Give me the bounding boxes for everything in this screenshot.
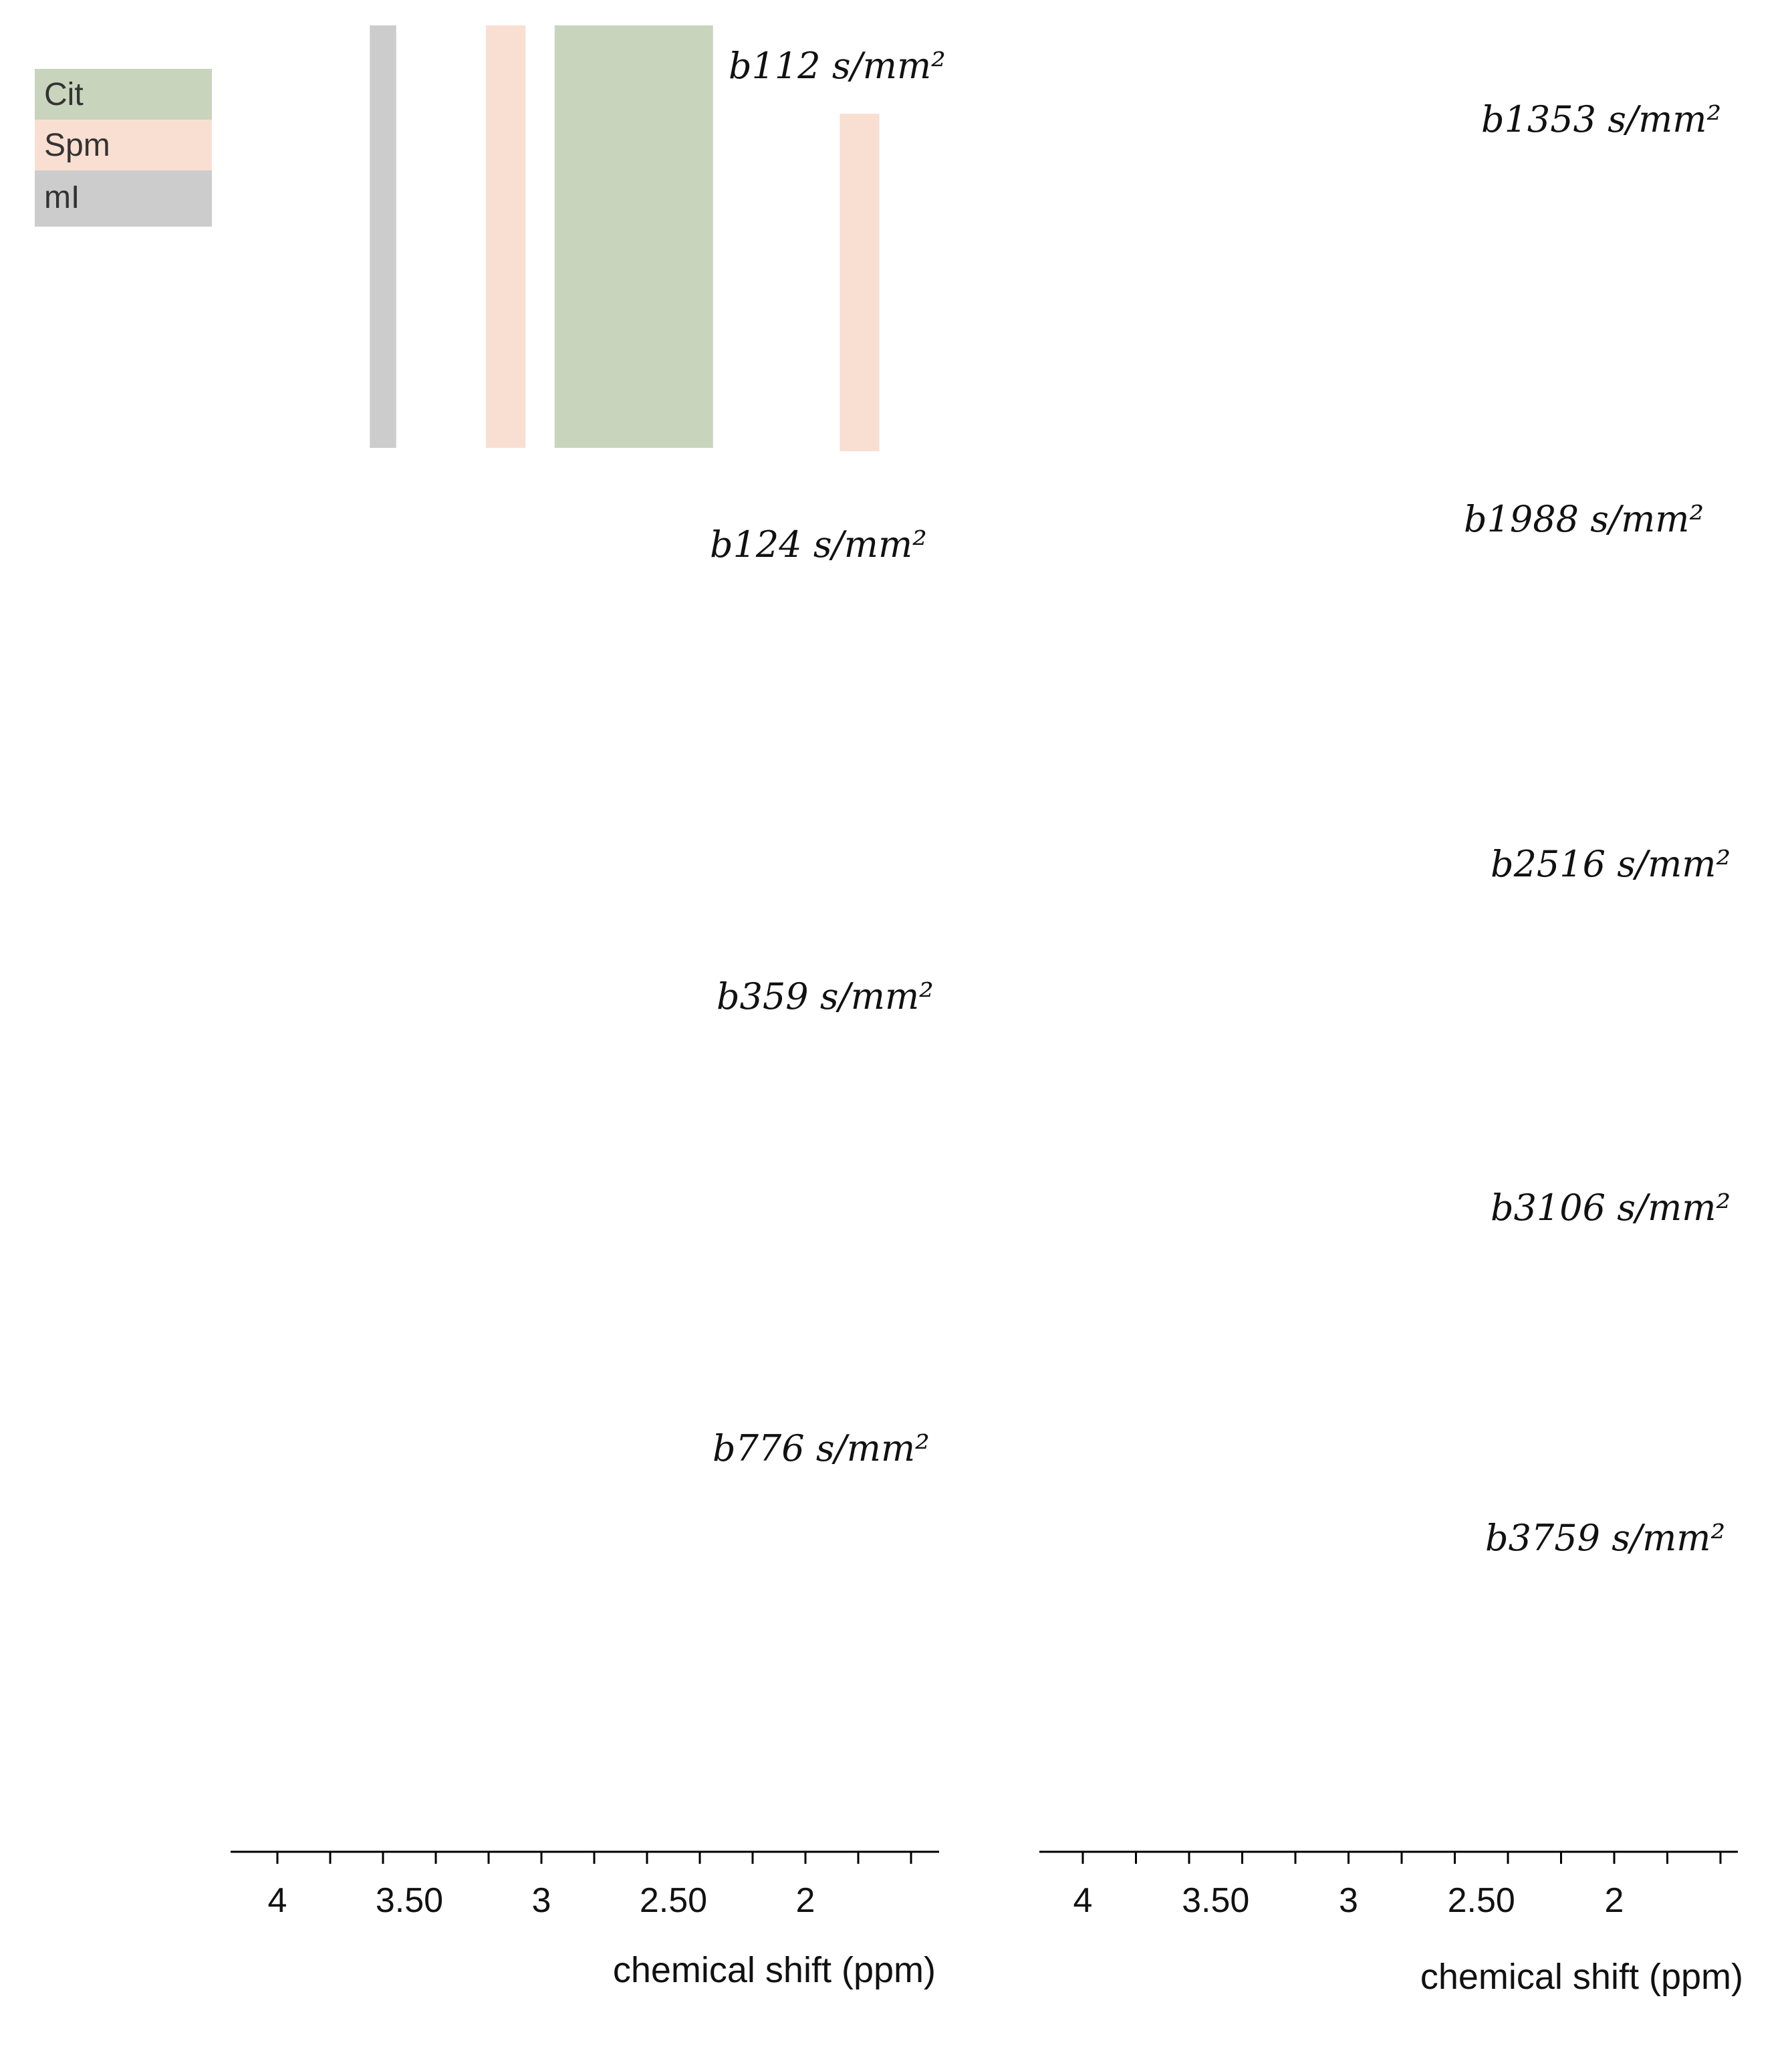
legend-label-spm: Spm — [44, 128, 110, 163]
b-label-124: b124 s/mm² — [710, 523, 927, 566]
x-tick-label-0-2: 3 — [532, 1881, 551, 1920]
legend-swatch-mi — [35, 170, 212, 227]
x-tick-label-1-0: 4 — [1073, 1881, 1093, 1920]
axes: 4 3.50 3 2.50 2 4 3.50 3 2.50 2 — [231, 1850, 1738, 1920]
b-label-3106: b3106 s/mm² — [1491, 1187, 1731, 1229]
x-axis-title-left: chemical shift (ppm) — [613, 1950, 936, 1990]
legend: Cit Spm mI — [35, 69, 212, 227]
x-axis-title-right: chemical shift (ppm) — [1420, 1957, 1743, 1997]
b-label-1988: b1988 s/mm² — [1464, 498, 1704, 540]
x-tick-label-1-2: 3 — [1339, 1881, 1358, 1920]
b-label-776: b776 s/mm² — [713, 1427, 930, 1469]
b-label-112: b112 s/mm² — [729, 45, 946, 87]
x-tick-label-0-1: 3.50 — [376, 1881, 443, 1920]
x-tick-label-0-4: 2 — [796, 1881, 815, 1920]
band-spm-3 — [840, 114, 880, 451]
b-label-3759: b3759 s/mm² — [1485, 1517, 1725, 1559]
b-label-359: b359 s/mm² — [717, 975, 934, 1017]
x-tick-label-1-4: 2 — [1605, 1881, 1624, 1920]
legend-label-cit: Cit — [44, 77, 84, 112]
x-tick-label-1-1: 3.50 — [1182, 1881, 1249, 1920]
b-label-2516: b2516 s/mm² — [1491, 843, 1731, 885]
x-tick-label-0-3: 2.50 — [640, 1881, 707, 1920]
b-label-1353: b1353 s/mm² — [1481, 98, 1721, 140]
legend-swatch-spm — [35, 120, 212, 170]
band-cit-2 — [554, 25, 713, 448]
band-mi-0 — [370, 25, 396, 448]
b-value-labels: b112 s/mm² b124 s/mm² b359 s/mm² b776 s/… — [710, 45, 1731, 1559]
x-tick-label-0-0: 4 — [268, 1881, 287, 1920]
legend-swatch-cit — [35, 69, 212, 120]
x-tick-label-1-3: 2.50 — [1448, 1881, 1515, 1920]
highlight-bands — [370, 25, 880, 451]
legend-label-mi: mI — [44, 180, 80, 215]
band-spm-1 — [486, 25, 526, 448]
